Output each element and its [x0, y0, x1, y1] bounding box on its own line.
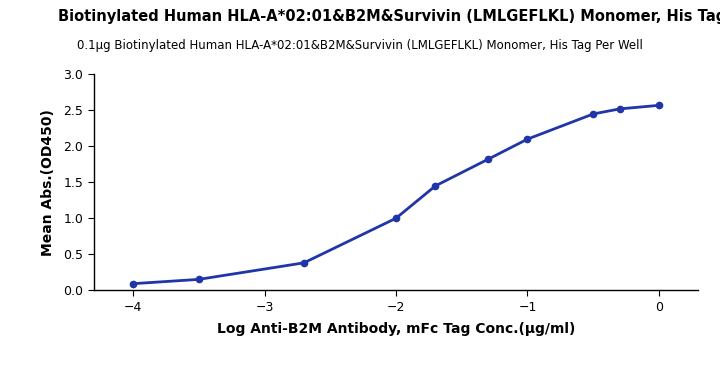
Text: Biotinylated Human HLA-A*02:01&B2M&Survivin (LMLGEFLKL) Monomer, His Tag ELISA: Biotinylated Human HLA-A*02:01&B2M&Survi…: [58, 9, 720, 24]
Text: 0.1μg Biotinylated Human HLA-A*02:01&B2M&Survivin (LMLGEFLKL) Monomer, His Tag P: 0.1μg Biotinylated Human HLA-A*02:01&B2M…: [77, 39, 643, 52]
X-axis label: Log Anti-B2M Antibody, mFc Tag Conc.(μg/ml): Log Anti-B2M Antibody, mFc Tag Conc.(μg/…: [217, 322, 575, 336]
Y-axis label: Mean Abs.(OD450): Mean Abs.(OD450): [41, 109, 55, 256]
